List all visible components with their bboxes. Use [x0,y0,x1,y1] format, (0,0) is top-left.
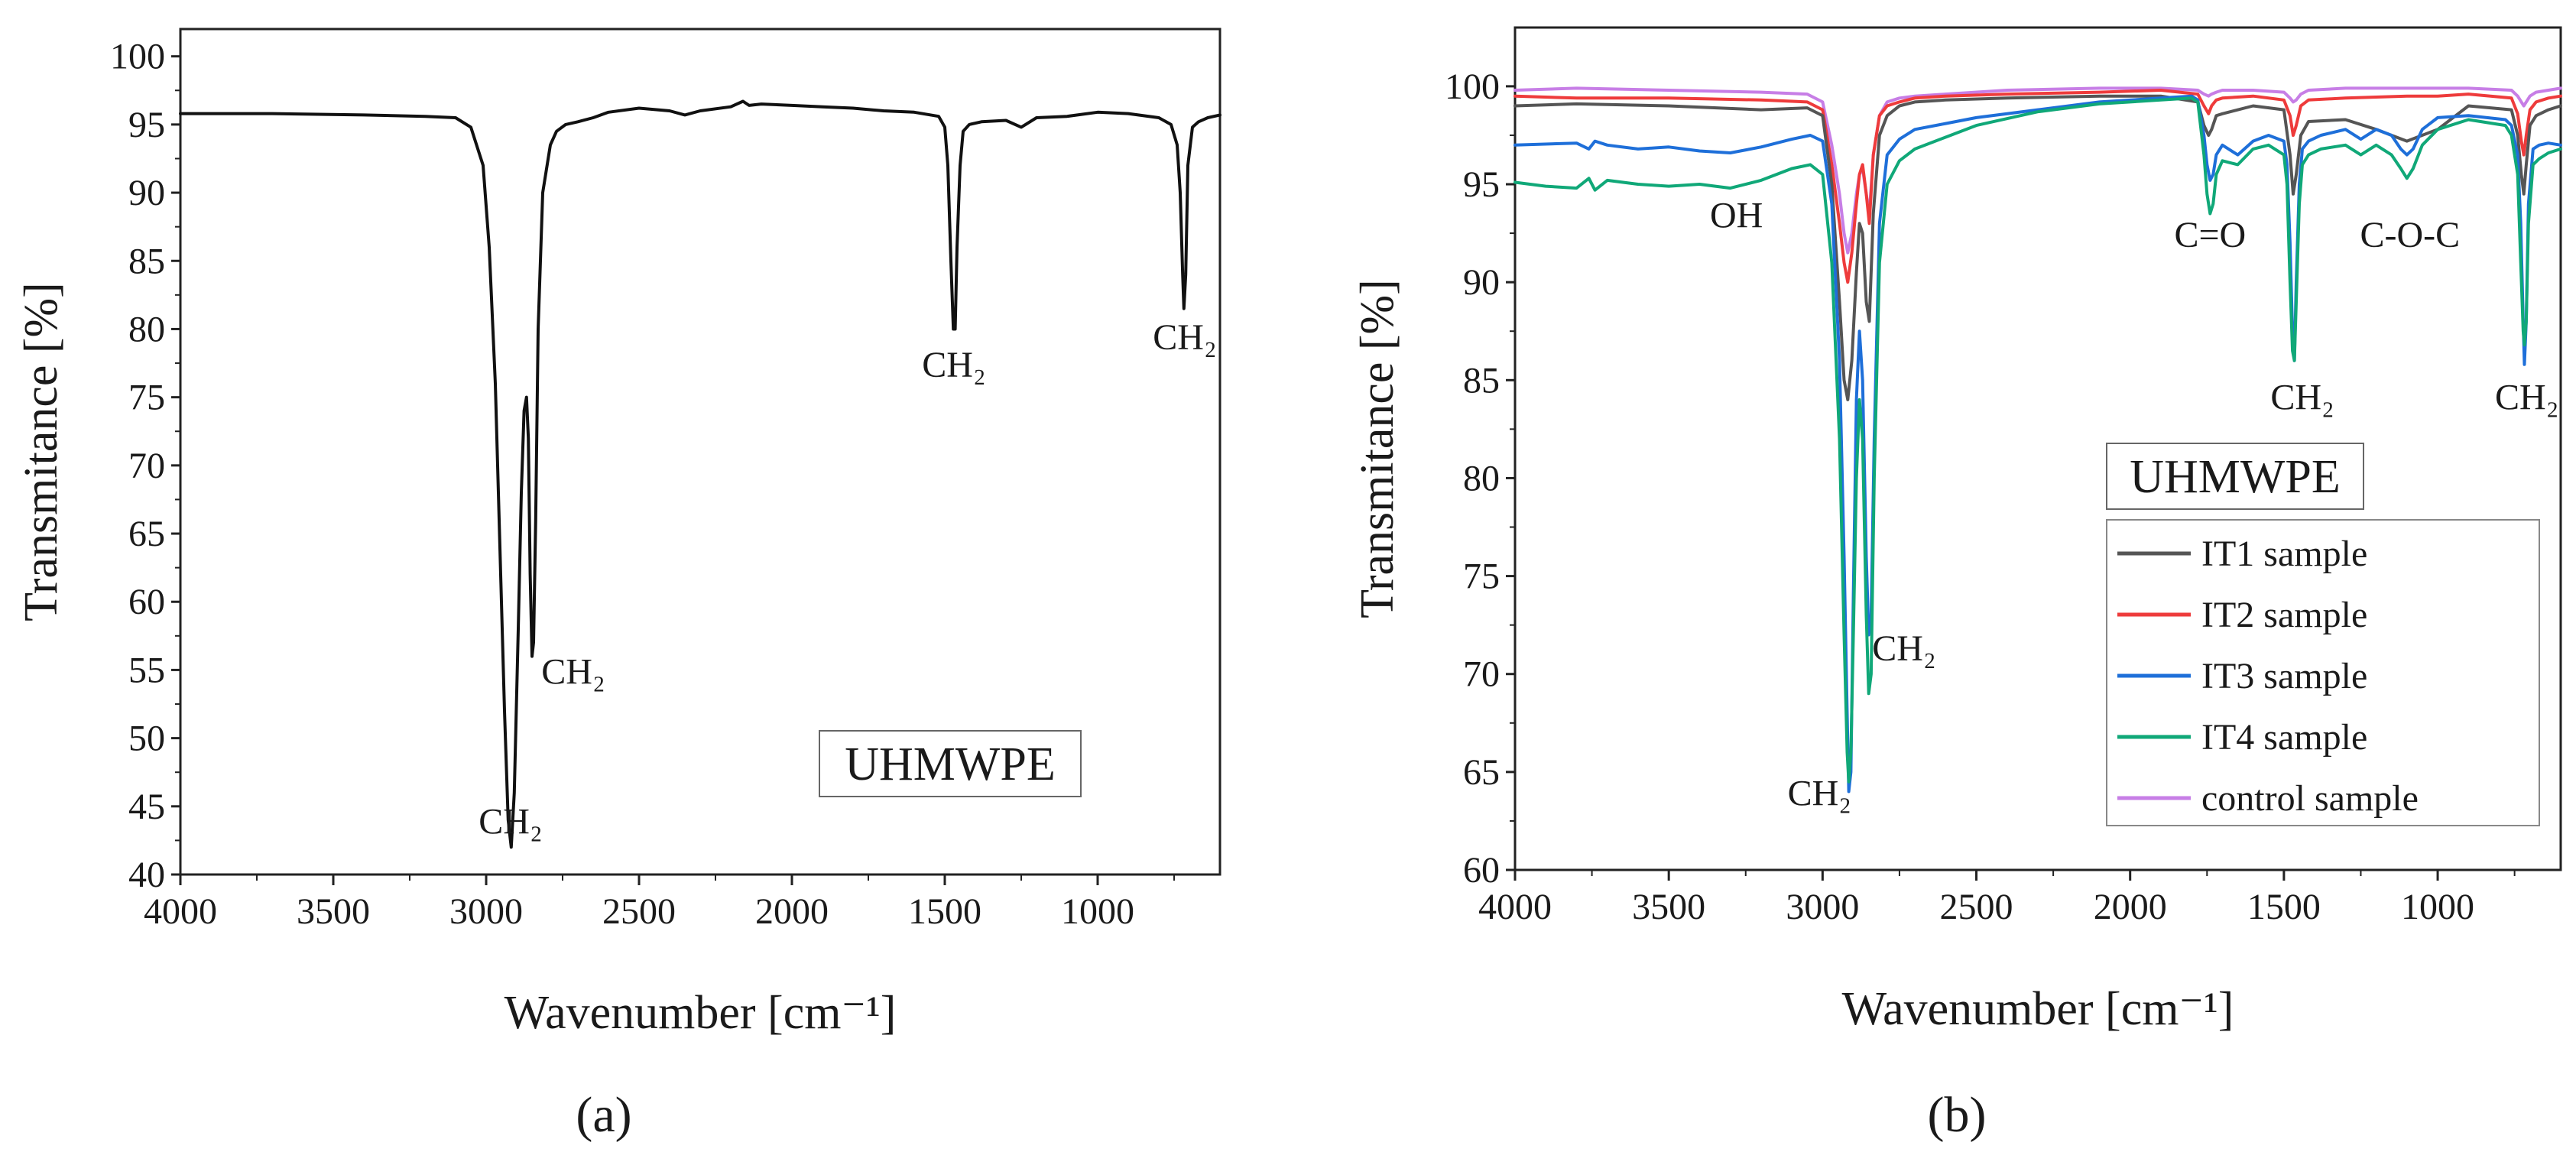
y-tick-label: 90 [128,173,165,213]
peak-annotation: C-O-C [2360,215,2461,255]
x-tick-label: 1000 [2401,887,2474,927]
x-tick-label: 1000 [1061,891,1134,932]
x-axis-title-b: Wavenumber [cm⁻¹] [1842,983,2234,1035]
series-line-it3-sample [1513,94,2562,793]
x-tick-label: 3000 [449,891,523,932]
box-label-frame-b [2106,443,2364,510]
x-tick-label: 3500 [1632,887,1705,927]
x-tick-label: 4000 [1478,887,1552,927]
peak-annotation: CH₂ [1788,773,1851,813]
y-axis-title-b: Transmitance [%] [1351,279,1403,618]
x-tick-label: 4000 [144,891,217,932]
peak-annotation: CH₂ [1872,628,1935,669]
plot-frame-a [179,28,1221,876]
x-axis-ticks-b: 4000 3500 3000 2500 2000 1500 1000 [1478,870,2516,927]
y-tick-label: 95 [1463,164,1500,205]
y-tick-label: 70 [1463,654,1500,695]
y-tick-label: 55 [128,650,165,690]
y-axis-ticks-b: 60 65 70 75 80 85 90 95 100 [1445,67,1515,891]
series-line-uhmwpe [179,99,1221,849]
peak-annotation: CH₂ [2270,378,2334,418]
legend: IT1 sample IT2 sample IT3 sample IT4 sample… [2106,519,2540,826]
peak-annotation: C=O [2174,215,2246,255]
y-tick-label: 85 [128,241,165,281]
x-tick-label: 2000 [2094,887,2167,927]
x-axis-ticks-a: 4000 3500 3000 2500 2000 1500 1000 [144,875,1175,932]
box-label-frame-a [819,730,1082,797]
panel-label-b: (b) [1928,1087,1987,1143]
legend-label: IT1 sample [2201,534,2367,574]
y-tick-label: 100 [110,37,165,77]
legend-label: IT2 sample [2201,595,2367,635]
peak-annotation: CH₂ [479,801,542,842]
series-line-it2-sample [1513,89,2562,284]
peak-annotation: CH₂ [541,651,605,692]
peak-annotation: CH₂ [2495,378,2558,418]
chart-a: 40 45 50 55 60 65 70 75 80 85 90 95 100 4000 3500 3000… [15,28,1221,1143]
y-tick-label: 40 [128,855,165,895]
series-lines-a [179,99,1221,849]
legend-label: IT4 sample [2201,717,2367,758]
y-tick-label: 75 [128,378,165,418]
x-tick-label: 1500 [908,891,981,932]
y-axis-ticks-a: 40 45 50 55 60 65 70 75 80 85 90 95 100 [110,37,180,895]
series-line-control-sample [1513,86,2562,255]
legend-frame [2106,519,2540,826]
y-tick-label: 60 [128,582,165,622]
x-tick-label: 2500 [1940,887,2013,927]
box-label-b: UHMWPE [2130,451,2341,503]
x-tick-label: 2000 [755,891,829,932]
series-line-it4-sample [1513,96,2562,784]
y-tick-label: 80 [128,309,165,349]
x-tick-label: 2500 [602,891,676,932]
peak-annotation: CH₂ [1153,317,1216,358]
x-tick-label: 3500 [297,891,370,932]
chart-b: 60 65 70 75 80 85 90 95 100 4000 3500 3000 2500 2000… [1351,26,2562,1143]
peak-annotation: OH [1710,195,1763,235]
legend-label: control sample [2201,778,2419,819]
annotations-b: OH C=O C-O-C CH₂ CH₂ CH₂ CH₂ [1710,195,2558,813]
panel-label-a: (a) [576,1087,631,1143]
y-tick-label: 100 [1445,67,1500,107]
y-tick-label: 50 [128,719,165,759]
x-tick-label: 3000 [1786,887,1859,927]
y-axis-title-a: Transmitance [%] [15,282,67,621]
x-tick-label: 1500 [2247,887,2321,927]
y-tick-label: 95 [128,105,165,145]
y-tick-label: 65 [1463,752,1500,793]
peak-annotation: CH₂ [922,345,985,385]
y-tick-label: 60 [1463,850,1500,891]
y-tick-label: 80 [1463,458,1500,498]
box-label-a: UHMWPE [845,738,1056,790]
y-tick-label: 45 [128,787,165,827]
series-line-it1-sample [1513,94,2562,401]
plot-frame-b [1513,26,2562,871]
series-lines-b [1513,86,2562,793]
y-tick-label: 85 [1463,360,1500,401]
y-tick-label: 75 [1463,557,1500,597]
y-tick-label: 65 [128,514,165,554]
x-axis-title-a: Wavenumber [cm⁻¹] [504,987,897,1039]
y-tick-label: 70 [128,446,165,486]
annotations-a: CH₂ CH₂ CH₂ CH₂ [479,317,1216,842]
y-tick-label: 90 [1463,262,1500,303]
legend-label: IT3 sample [2201,656,2367,696]
